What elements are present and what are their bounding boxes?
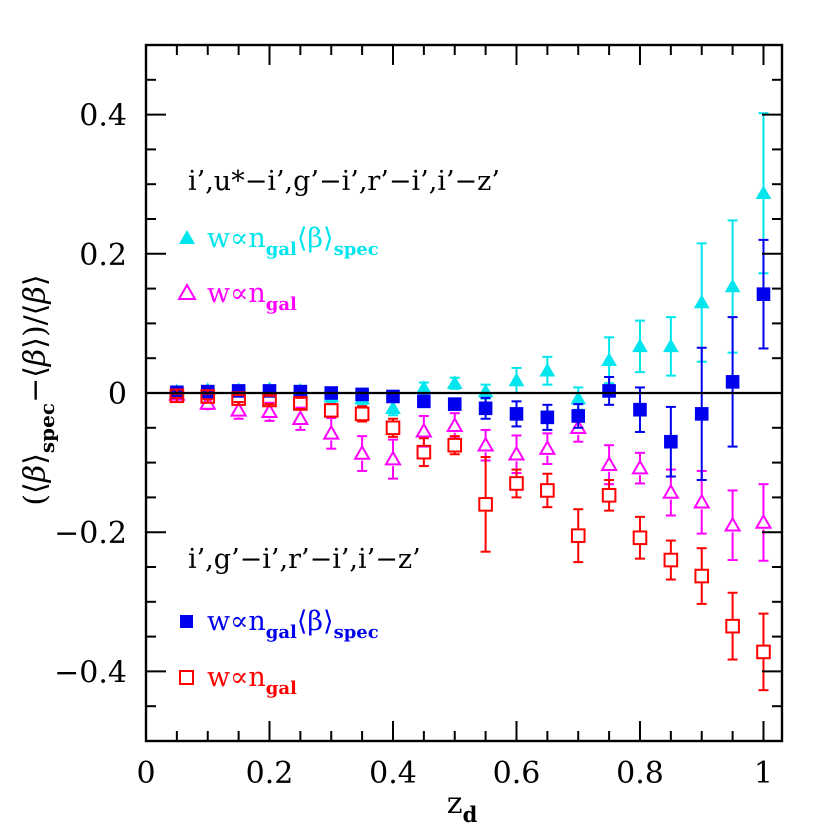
data-point — [478, 497, 493, 512]
data-point — [476, 436, 495, 452]
series-filled-square-lower — [170, 238, 771, 481]
data-point — [633, 402, 647, 417]
y-tick-labels: −0.4 −0.2 0 0.2 0.4 — [54, 99, 127, 691]
data-point — [385, 420, 401, 436]
upper-group-label: i’,u*−i’,g’−i’,r’−i’,i’−z’ — [188, 166, 500, 197]
data-point — [724, 278, 741, 293]
data-point — [446, 416, 464, 432]
x-tick-label: 0 — [136, 756, 155, 791]
y-tick-label: −0.4 — [54, 655, 127, 690]
data-point — [632, 338, 648, 353]
data-point — [664, 434, 678, 449]
x-tick-labels: 0 0.2 0.4 0.6 0.8 1 — [136, 756, 773, 791]
data-point — [756, 287, 771, 301]
svg-text:w∝ngal: w∝ngal — [207, 662, 297, 699]
y-tick-label: −0.2 — [54, 516, 127, 551]
data-point — [293, 384, 308, 399]
data-point — [570, 528, 586, 543]
data-point — [693, 294, 710, 309]
data-point — [508, 372, 525, 387]
data-point — [509, 407, 524, 421]
data-point — [384, 450, 402, 466]
plot-frame — [144, 43, 784, 743]
legend-entry-blue-square: w∝ngal⟨β⟩spec — [180, 606, 379, 643]
x-axis-label: zd — [447, 786, 478, 827]
legend-entry-red-square: w∝ngal — [179, 662, 297, 699]
data-point — [694, 407, 709, 421]
data-point — [478, 401, 493, 416]
data-point — [571, 409, 586, 423]
data-point — [447, 437, 463, 453]
data-point — [539, 362, 556, 377]
axis-ticks — [146, 45, 782, 741]
lower-group-label: i’,g’−i’,r’−i’,i’−z’ — [188, 544, 421, 575]
legend-filled-triangle-marker — [179, 230, 195, 244]
data-point — [540, 410, 555, 425]
x-tick-label: 1 — [754, 756, 773, 791]
x-tick-label: 0.2 — [246, 756, 294, 791]
y-tick-label: 0 — [108, 377, 127, 412]
data-point — [631, 459, 649, 475]
data-point — [507, 445, 526, 461]
data-point — [662, 338, 679, 353]
legend-open-triangle-marker — [177, 282, 197, 300]
data-point — [602, 384, 616, 398]
legend-entry-magenta-triangle: w∝ngal — [177, 278, 297, 315]
data-point — [755, 185, 772, 199]
y-axis-label: (⟨β⟩spec−⟨β⟩)/⟨β⟩ — [18, 274, 59, 505]
data-point — [723, 516, 742, 532]
data-point — [754, 513, 773, 529]
data-point — [417, 394, 431, 409]
y-tick-label: 0.2 — [79, 238, 127, 273]
legend-entry-cyan-triangle: w∝ngal⟨β⟩spec — [179, 223, 379, 260]
data-point — [355, 387, 369, 402]
x-tick-label: 0.6 — [493, 756, 541, 791]
data-point — [169, 388, 185, 404]
data-point — [540, 483, 555, 498]
data-point — [600, 455, 618, 471]
y-tick-label: 0.4 — [79, 99, 127, 134]
data-point — [447, 397, 462, 411]
series-open-square-lower — [169, 388, 771, 692]
svg-text:w∝ngal⟨β⟩spec: w∝ngal⟨β⟩spec — [207, 606, 379, 643]
data-point — [354, 406, 370, 422]
legend-filled-square-marker — [180, 615, 193, 628]
data-point — [322, 424, 340, 440]
data-point — [509, 476, 524, 491]
series-layer — [168, 112, 773, 692]
data-point — [260, 402, 279, 419]
data-point — [601, 352, 617, 367]
svg-text:w∝ngal⟨β⟩spec: w∝ngal⟨β⟩spec — [207, 223, 379, 260]
data-point — [663, 552, 679, 568]
data-point — [446, 375, 463, 390]
data-point — [756, 644, 771, 660]
data-point — [725, 618, 740, 634]
data-point — [662, 483, 680, 499]
data-point — [323, 403, 339, 418]
data-point — [415, 422, 433, 438]
data-point — [200, 389, 216, 404]
legend-open-square-marker — [179, 670, 194, 685]
data-point — [353, 444, 371, 460]
data-point — [229, 401, 248, 417]
data-point — [725, 375, 740, 389]
data-point — [601, 488, 617, 503]
data-point — [693, 493, 711, 509]
data-point — [293, 396, 308, 411]
svg-text:w∝ngal: w∝ngal — [207, 278, 297, 315]
data-point — [416, 444, 432, 460]
data-point — [632, 530, 648, 546]
data-point — [694, 568, 710, 584]
x-tick-label: 0.4 — [369, 756, 417, 791]
data-point — [385, 400, 401, 415]
x-tick-label: 0.8 — [616, 756, 664, 791]
data-point — [538, 439, 557, 455]
data-point — [291, 409, 310, 426]
